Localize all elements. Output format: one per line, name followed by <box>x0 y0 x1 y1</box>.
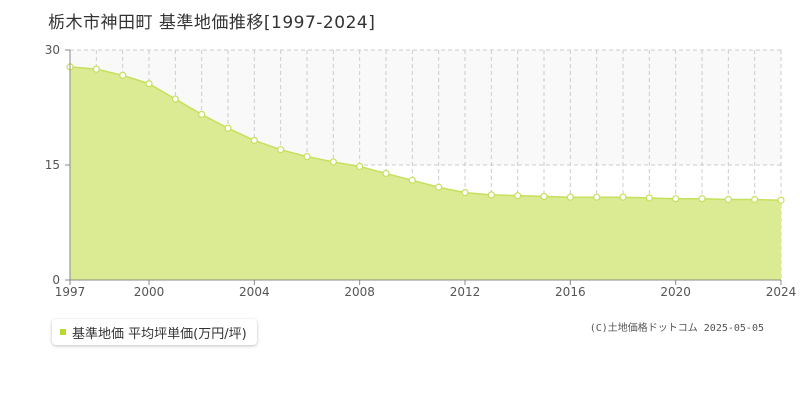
data-point <box>408 176 416 184</box>
x-tick-label: 1997 <box>55 285 86 299</box>
copyright-text: (C)土地価格ドットコム 2025-05-05 <box>589 323 764 334</box>
data-point <box>698 195 706 203</box>
legend-swatch <box>60 329 66 335</box>
data-point <box>619 193 627 201</box>
legend-label: 基準地価 平均坪単価(万円/坪) <box>72 326 247 342</box>
y-tick-label: 30 <box>45 43 60 57</box>
data-point <box>92 65 100 73</box>
y-tick-label: 15 <box>45 158 60 172</box>
chart-title: 栃木市神田町 基準地価推移[1997-2024] <box>48 13 376 33</box>
data-point <box>645 194 653 202</box>
x-tick-label: 2020 <box>660 285 691 299</box>
data-point <box>435 183 443 191</box>
data-point <box>461 189 469 197</box>
tick-layer: 0 15 30 1997 2000 2004 2008 2012 2016 2020 2024 <box>45 43 797 299</box>
data-point <box>724 195 732 204</box>
x-tick-label: 2004 <box>239 285 270 299</box>
data-point <box>329 158 337 166</box>
data-point <box>487 191 495 199</box>
data-point <box>672 195 680 203</box>
data-point <box>145 80 153 88</box>
data-point <box>171 95 179 103</box>
data-point <box>382 169 390 178</box>
x-tick-label: 2008 <box>344 285 375 299</box>
x-tick-label: 2024 <box>766 285 797 299</box>
data-point <box>751 195 759 204</box>
x-tick-label: 2000 <box>134 285 165 299</box>
data-point <box>540 192 548 201</box>
data-point <box>356 162 364 171</box>
marker-layer <box>66 63 785 204</box>
area-fill <box>70 66 781 280</box>
data-point <box>277 146 285 154</box>
x-tick-label: 2016 <box>555 285 586 299</box>
y-tick-label: 0 <box>52 273 60 287</box>
data-point <box>303 152 311 161</box>
data-point <box>198 110 206 119</box>
data-point <box>566 193 574 201</box>
data-point <box>593 193 601 201</box>
series-line <box>69 66 782 202</box>
data-point <box>250 136 258 145</box>
data-point <box>224 124 232 132</box>
x-tick-label: 2012 <box>450 285 481 299</box>
data-point <box>514 192 522 200</box>
data-point <box>777 196 785 204</box>
data-point <box>119 71 127 79</box>
legend: 基準地価 平均坪単価(万円/坪) <box>52 319 257 345</box>
